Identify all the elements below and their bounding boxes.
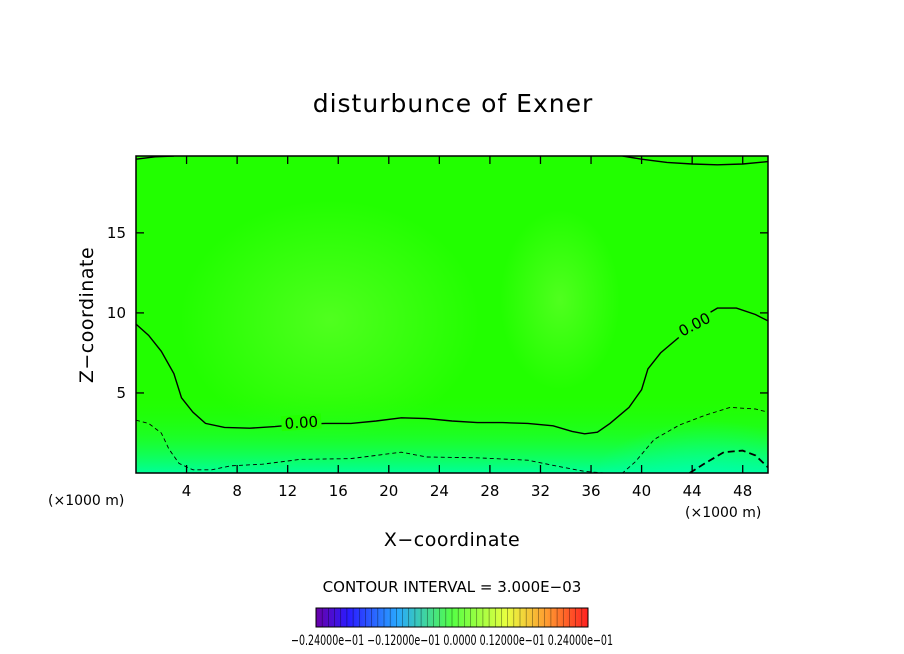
y-tick-label: 5 (116, 384, 126, 402)
x-tick-label: 40 (632, 482, 651, 500)
colorbar-ticks (315, 608, 589, 627)
field-light-region-2 (500, 210, 620, 390)
x-tick-label: 20 (379, 482, 398, 500)
x-tick-label: 36 (581, 482, 600, 500)
y-axis-ticks: 5 10 15 (107, 224, 768, 402)
colorbar-labels: −0.24000e−01 −0.12000e−01 0.0000 0.12000… (291, 633, 613, 649)
x-unit-label-right: (×1000 m) (685, 505, 761, 521)
colorbar: −0.24000e−01 −0.12000e−01 0.0000 0.12000… (291, 607, 613, 649)
x-tick-label: 44 (683, 482, 702, 500)
plot-frame (135, 155, 769, 474)
svg-text:0.00: 0.00 (284, 413, 319, 433)
x-tick-label: 8 (232, 482, 242, 500)
field-light-region (180, 200, 480, 440)
neg-contour-2 (689, 449, 768, 473)
x-tick-label: 24 (430, 482, 449, 500)
x-tick-label: 16 (329, 482, 348, 500)
x-tick-label: 48 (733, 482, 752, 500)
y-tick-label: 15 (107, 224, 126, 242)
x-axis-label: X−coordinate (384, 529, 520, 551)
x-tick-label: 4 (182, 482, 192, 500)
x-tick-label: 32 (531, 482, 550, 500)
contour-label-lower: 0.00 (280, 413, 322, 433)
x-unit-label-left: (×1000 m) (48, 493, 124, 509)
x-axis-ticks: 4 8 12 16 20 24 28 32 36 40 44 48 (182, 156, 752, 500)
y-tick-label: 10 (107, 304, 126, 322)
neg-contour-1 (136, 406, 768, 473)
chart-title: disturbunce of Exner (313, 89, 594, 118)
x-tick-label: 28 (480, 482, 499, 500)
plot-area: 0.000.00 (136, 156, 768, 473)
field-low-deep-region (600, 400, 768, 473)
x-tick-label: 12 (278, 482, 297, 500)
contour-interval-text: CONTOUR INTERVAL = 3.000E−03 (323, 578, 582, 596)
y-axis-label: Z−coordinate (76, 247, 98, 383)
zero-contour-lower (136, 307, 768, 435)
